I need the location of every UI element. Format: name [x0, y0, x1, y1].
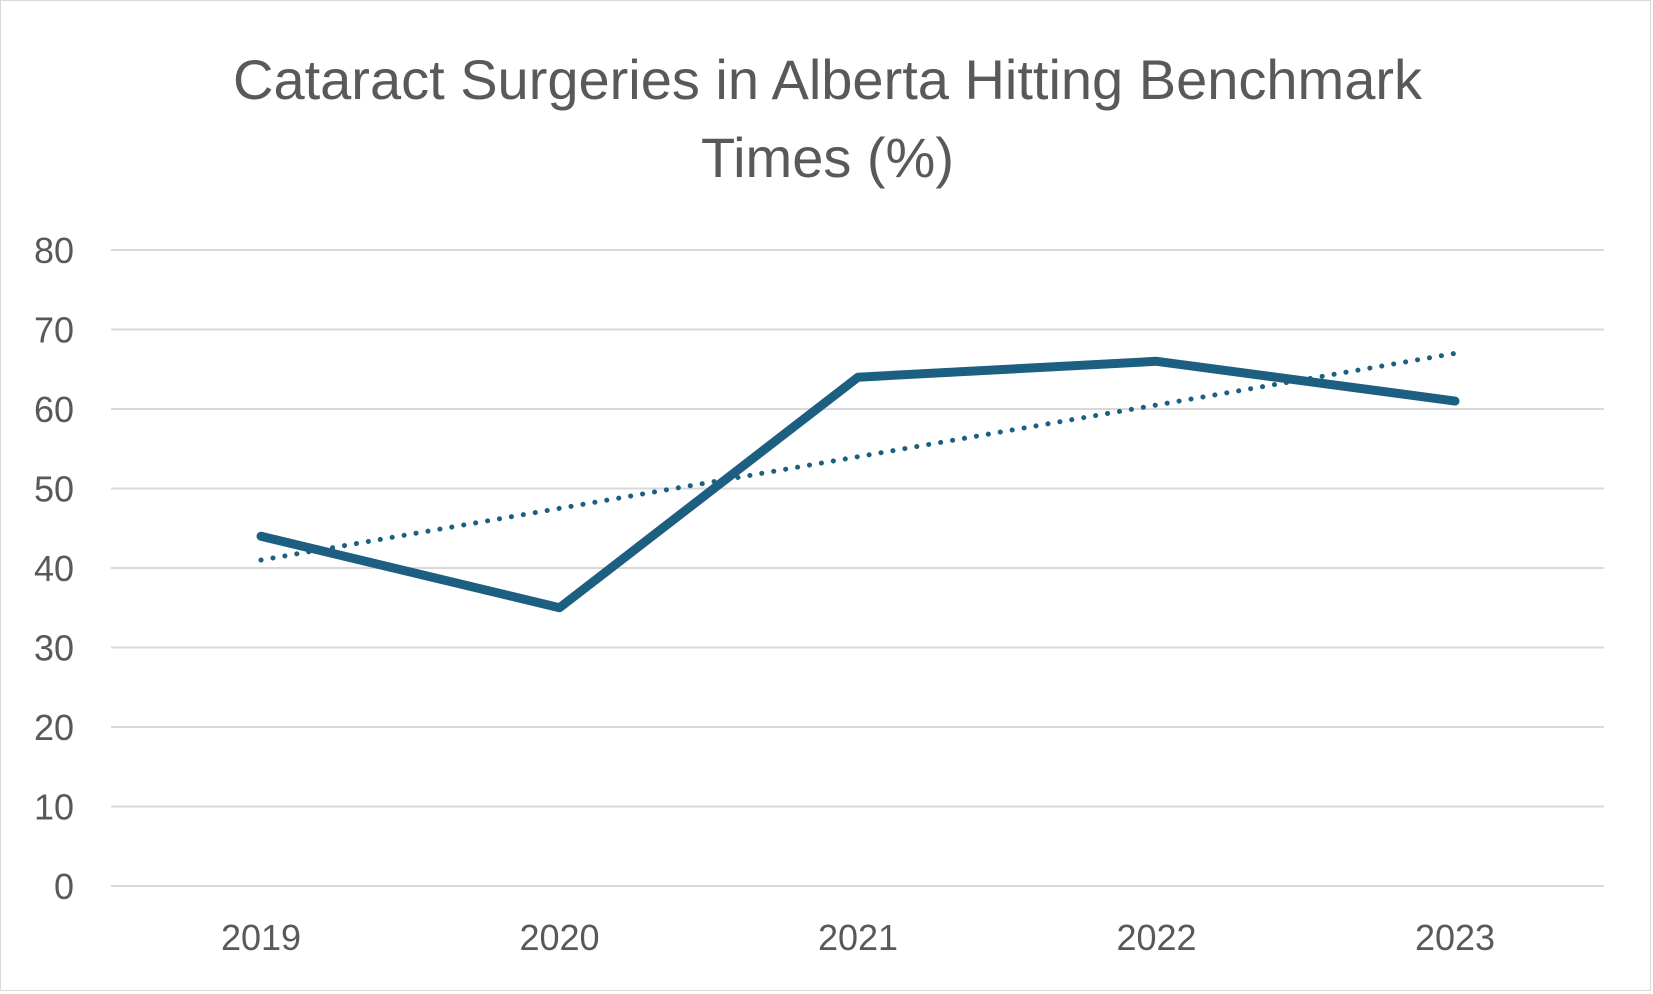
- y-tick-label: 40: [34, 548, 74, 589]
- linear-trendline: [258, 350, 1458, 563]
- x-tick-label: 2021: [818, 917, 898, 958]
- y-tick-label: 10: [34, 787, 74, 828]
- y-axis-labels: 0 10 20 30 40 50 60 70 80: [34, 230, 74, 907]
- x-axis-labels: 2019 2020 2021 2022 2023: [221, 917, 1495, 958]
- gridlines: [111, 249, 1604, 887]
- y-tick-label: 50: [34, 469, 74, 510]
- x-tick-label: 2020: [519, 917, 599, 958]
- trendline-group: [258, 350, 1458, 563]
- y-tick-label: 20: [34, 707, 74, 748]
- x-tick-label: 2019: [221, 917, 301, 958]
- chart-title: Cataract Surgeries in Alberta Hitting Be…: [233, 48, 1422, 189]
- x-tick-label: 2023: [1415, 917, 1495, 958]
- series-line: [256, 356, 1460, 613]
- x-tick-label: 2022: [1116, 917, 1196, 958]
- y-tick-label: 70: [34, 310, 74, 351]
- series-group: [256, 356, 1460, 613]
- y-tick-label: 30: [34, 628, 74, 669]
- y-tick-label: 80: [34, 230, 74, 271]
- y-tick-label: 0: [54, 866, 74, 907]
- y-tick-label: 60: [34, 389, 74, 430]
